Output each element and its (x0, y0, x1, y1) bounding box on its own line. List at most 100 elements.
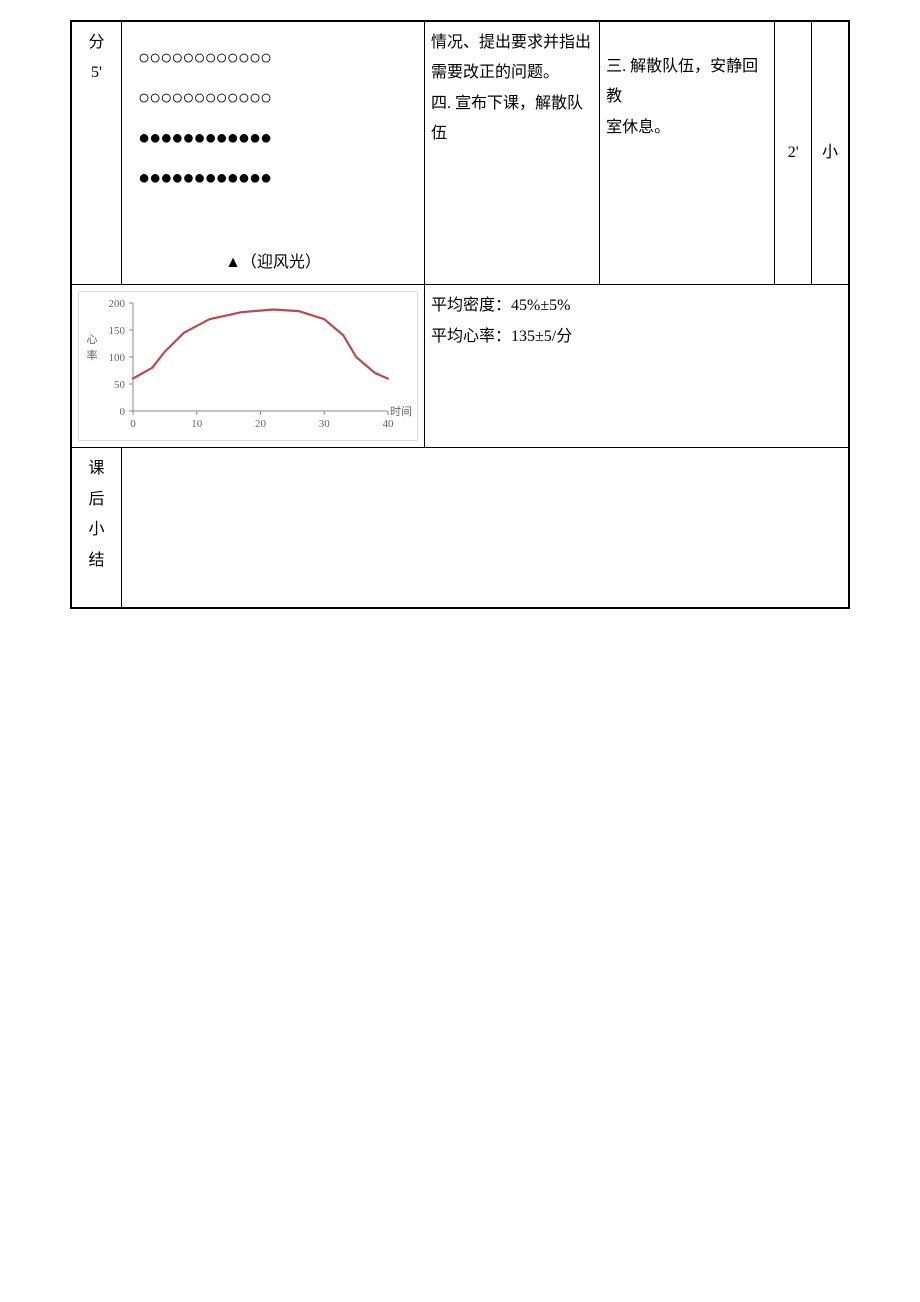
svg-text:20: 20 (255, 418, 267, 430)
summary-char: 结 (78, 546, 115, 576)
intensity-cell: 小 (812, 21, 849, 285)
avg-density-value: 45%±5% (511, 297, 570, 314)
open-circle-icon: ○ (227, 88, 238, 108)
summary-body-cell (122, 448, 850, 608)
svg-text:0: 0 (120, 406, 126, 418)
filled-circle-icon: ● (238, 128, 249, 148)
section-marker-char: 分 (78, 28, 115, 58)
open-circle-icon: ○ (260, 48, 271, 68)
svg-text:0: 0 (130, 418, 136, 430)
teacher-activity-line: 情况、提出要求并指出 (431, 28, 593, 58)
svg-text:100: 100 (109, 352, 126, 364)
filled-circle-icon: ● (193, 128, 204, 148)
formation-filled-row: ●●●●●●●●●●●● (138, 168, 408, 188)
filled-circle-icon: ● (216, 168, 227, 188)
avg-density-label: 平均密度： (431, 297, 511, 314)
open-circle-icon: ○ (249, 48, 260, 68)
filled-circle-icon: ● (149, 128, 160, 148)
heart-rate-chart-svg: 0 50 100 150 200 0 10 20 30 40 心率时间 (78, 291, 418, 441)
filled-circle-icon: ● (260, 128, 271, 148)
filled-circle-icon: ● (160, 168, 171, 188)
student-activity-line: 室休息。 (606, 113, 768, 143)
svg-text:200: 200 (109, 298, 126, 310)
time-cell: 2' (775, 21, 812, 285)
filled-circle-icon: ● (193, 168, 204, 188)
open-circle-icon: ○ (149, 88, 160, 108)
open-circle-icon: ○ (205, 88, 216, 108)
formation-open-row: ○○○○○○○○○○○○ (138, 48, 408, 68)
open-circle-icon: ○ (205, 48, 216, 68)
time-value: 2' (781, 138, 805, 168)
svg-text:率: 率 (87, 348, 98, 362)
open-circle-icon: ○ (260, 88, 271, 108)
svg-text:40: 40 (383, 418, 395, 430)
svg-text:10: 10 (191, 418, 203, 430)
chart-cell: 0 50 100 150 200 0 10 20 30 40 心率时间 (71, 285, 425, 448)
svg-text:50: 50 (114, 379, 126, 391)
open-circle-icon: ○ (216, 48, 227, 68)
open-circle-icon: ○ (182, 48, 193, 68)
formation-filled-row: ●●●●●●●●●●●● (138, 128, 408, 148)
svg-text:时间: 时间 (390, 405, 412, 418)
formation-caption-text: （迎风光） (241, 254, 321, 271)
summary-label-cell: 课 后 小 结 (71, 448, 122, 608)
open-circle-icon: ○ (216, 88, 227, 108)
open-circle-icon: ○ (238, 88, 249, 108)
filled-circle-icon: ● (205, 168, 216, 188)
avg-density: 平均密度：45%±5% (431, 291, 842, 321)
formation-open-row: ○○○○○○○○○○○○ (138, 88, 408, 108)
summary-char: 课 (78, 454, 115, 484)
filled-circle-icon: ● (160, 128, 171, 148)
avg-heart-rate-value: 135±5/分 (511, 328, 572, 345)
filled-circle-icon: ● (249, 168, 260, 188)
filled-circle-icon: ● (216, 128, 227, 148)
filled-circle-icon: ● (138, 128, 149, 148)
triangle-icon: ▲ (225, 254, 241, 271)
svg-text:30: 30 (319, 418, 331, 430)
stats-cell: 平均密度：45%±5% 平均心率：135±5/分 (425, 285, 850, 448)
filled-circle-icon: ● (249, 128, 260, 148)
filled-circle-icon: ● (171, 168, 182, 188)
student-activity-cell: 三. 解散队伍，安静回教 室休息。 (600, 21, 775, 285)
svg-text:心: 心 (87, 333, 98, 346)
formation-cell: ○○○○○○○○○○○○○○○○○○○○○○○○●●●●●●●●●●●●●●●●… (122, 21, 425, 285)
svg-text:150: 150 (109, 325, 126, 337)
open-circle-icon: ○ (149, 48, 160, 68)
summary-char: 小 (78, 515, 115, 545)
open-circle-icon: ○ (160, 48, 171, 68)
section-marker-cell: 分 5' (71, 21, 122, 285)
avg-heart-rate-label: 平均心率： (431, 328, 511, 345)
filled-circle-icon: ● (171, 128, 182, 148)
avg-heart-rate: 平均心率：135±5/分 (431, 322, 842, 352)
filled-circle-icon: ● (149, 168, 160, 188)
filled-circle-icon: ● (205, 128, 216, 148)
open-circle-icon: ○ (227, 48, 238, 68)
summary-char: 后 (78, 485, 115, 515)
heart-rate-chart: 0 50 100 150 200 0 10 20 30 40 心率时间 (78, 291, 418, 441)
open-circle-icon: ○ (193, 48, 204, 68)
lesson-plan-table: 分 5' ○○○○○○○○○○○○○○○○○○○○○○○○●●●●●●●●●●●… (70, 20, 850, 609)
open-circle-icon: ○ (171, 88, 182, 108)
student-activity-line: 三. 解散队伍，安静回教 (606, 52, 768, 113)
open-circle-icon: ○ (171, 48, 182, 68)
filled-circle-icon: ● (260, 168, 271, 188)
filled-circle-icon: ● (138, 168, 149, 188)
teacher-activity-cell: 情况、提出要求并指出 需要改正的问题。 四. 宣布下课，解散队伍 (425, 21, 600, 285)
formation-caption: ▲（迎风光） (128, 248, 418, 278)
teacher-activity-line: 四. 宣布下课，解散队伍 (431, 89, 593, 150)
formation-diagram: ○○○○○○○○○○○○○○○○○○○○○○○○●●●●●●●●●●●●●●●●… (128, 28, 418, 218)
open-circle-icon: ○ (160, 88, 171, 108)
filled-circle-icon: ● (227, 128, 238, 148)
open-circle-icon: ○ (238, 48, 249, 68)
open-circle-icon: ○ (138, 48, 149, 68)
filled-circle-icon: ● (238, 168, 249, 188)
intensity-value: 小 (818, 138, 842, 168)
open-circle-icon: ○ (182, 88, 193, 108)
open-circle-icon: ○ (193, 88, 204, 108)
filled-circle-icon: ● (182, 168, 193, 188)
section-duration: 5' (78, 58, 115, 88)
open-circle-icon: ○ (138, 88, 149, 108)
open-circle-icon: ○ (249, 88, 260, 108)
filled-circle-icon: ● (182, 128, 193, 148)
teacher-activity-line: 需要改正的问题。 (431, 58, 593, 88)
